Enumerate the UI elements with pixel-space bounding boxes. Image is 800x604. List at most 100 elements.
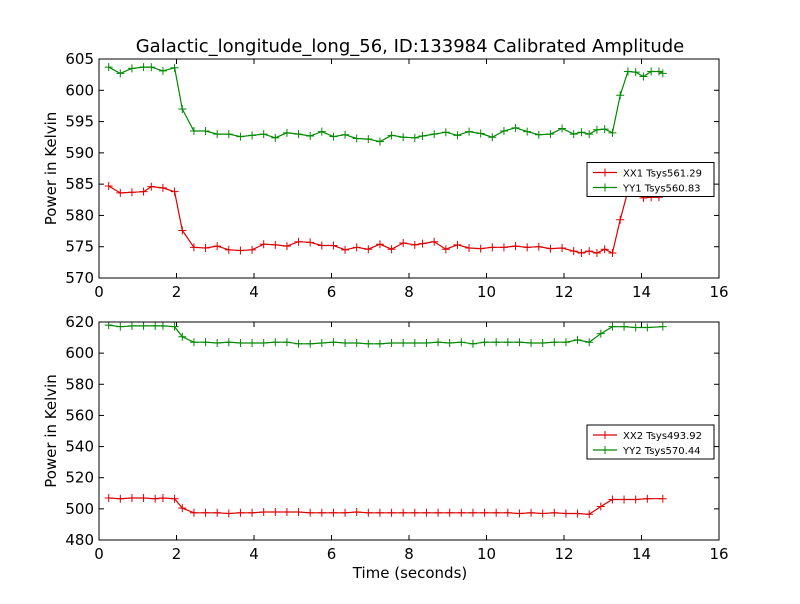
x-tick-label: 12 [554, 283, 573, 301]
data-point [480, 508, 489, 517]
data-point [608, 248, 617, 257]
y-tick-label: 600 [65, 81, 94, 99]
data-point [352, 507, 361, 516]
data-point [600, 125, 609, 134]
legend-label: XX1 Tsys561.29 [623, 169, 702, 180]
data-point [158, 493, 167, 502]
y-tick-label: 595 [65, 113, 94, 131]
data-point [453, 131, 462, 140]
data-point [422, 508, 431, 517]
data-point [631, 68, 640, 77]
data-point [352, 243, 361, 252]
y-axis-label: Power in Kelvin [42, 112, 60, 226]
data-point [294, 130, 303, 139]
data-point [213, 130, 222, 139]
data-point [364, 135, 373, 144]
data-point [127, 493, 136, 502]
data-point [577, 128, 586, 137]
data-point [418, 239, 427, 248]
data-point [523, 243, 532, 252]
data-point [468, 508, 477, 517]
x-tick-label: 6 [327, 283, 337, 301]
data-point [499, 126, 508, 135]
data-point [465, 127, 474, 136]
y-tick-label: 620 [65, 313, 94, 331]
data-point [608, 128, 617, 137]
data-point [170, 187, 179, 196]
data-point [213, 339, 222, 348]
data-point [596, 502, 605, 511]
data-point [488, 243, 497, 252]
data-point [341, 245, 350, 254]
data-point [375, 240, 384, 249]
data-point [189, 338, 198, 347]
data-point [546, 244, 555, 253]
data-point [596, 329, 605, 338]
data-point [643, 494, 652, 503]
data-point [546, 130, 555, 139]
legend-box [586, 162, 715, 197]
data-point [178, 226, 187, 235]
data-point [527, 339, 536, 348]
data-point [139, 63, 148, 72]
data-point [151, 322, 160, 330]
data-point [306, 339, 315, 348]
data-point [639, 72, 648, 81]
x-tick-label: 6 [327, 545, 337, 563]
data-point [248, 339, 257, 348]
x-tick-label: 10 [477, 283, 496, 301]
data-point [503, 508, 512, 517]
data-point [201, 126, 210, 135]
data-point [341, 339, 350, 348]
data-point [104, 182, 113, 191]
data-point [577, 248, 586, 257]
data-point [585, 338, 594, 347]
data-point [434, 508, 443, 517]
data-point [387, 131, 396, 140]
data-point [158, 66, 167, 75]
data-point [127, 64, 136, 73]
data-point [561, 338, 570, 347]
data-point [306, 131, 315, 140]
data-point [224, 338, 233, 347]
data-point [201, 508, 210, 517]
data-point [170, 322, 179, 331]
data-point [306, 238, 315, 247]
data-point [282, 242, 291, 251]
x-tick-label: 4 [249, 283, 259, 301]
x-axis-label: Time (seconds) [352, 564, 468, 582]
data-point [523, 127, 532, 136]
data-point [457, 508, 466, 517]
data-point [480, 338, 489, 347]
data-point [515, 338, 524, 347]
data-point [620, 495, 629, 504]
data-point [139, 322, 148, 330]
x-tick-label: 8 [404, 545, 414, 563]
data-point [364, 245, 373, 254]
data-point [341, 508, 350, 517]
data-point [364, 339, 373, 348]
data-point [608, 495, 617, 504]
data-point [410, 133, 419, 142]
data-point [499, 243, 508, 252]
data-point [445, 508, 454, 517]
data-point [317, 241, 326, 250]
plot-frame [98, 321, 720, 541]
data-point [558, 243, 567, 252]
data-point [201, 338, 210, 347]
data-point [600, 245, 609, 254]
data-point [550, 338, 559, 347]
data-point [468, 339, 477, 348]
data-point [441, 245, 450, 254]
data-point [224, 509, 233, 518]
data-point [511, 242, 520, 251]
data-point [259, 339, 268, 348]
y-tick-label: 520 [65, 469, 94, 487]
data-point [654, 67, 663, 76]
data-point [585, 510, 594, 519]
x-tick-label: 16 [709, 283, 728, 301]
legend-marker [601, 431, 609, 439]
data-point [387, 339, 396, 348]
data-point [658, 322, 667, 331]
